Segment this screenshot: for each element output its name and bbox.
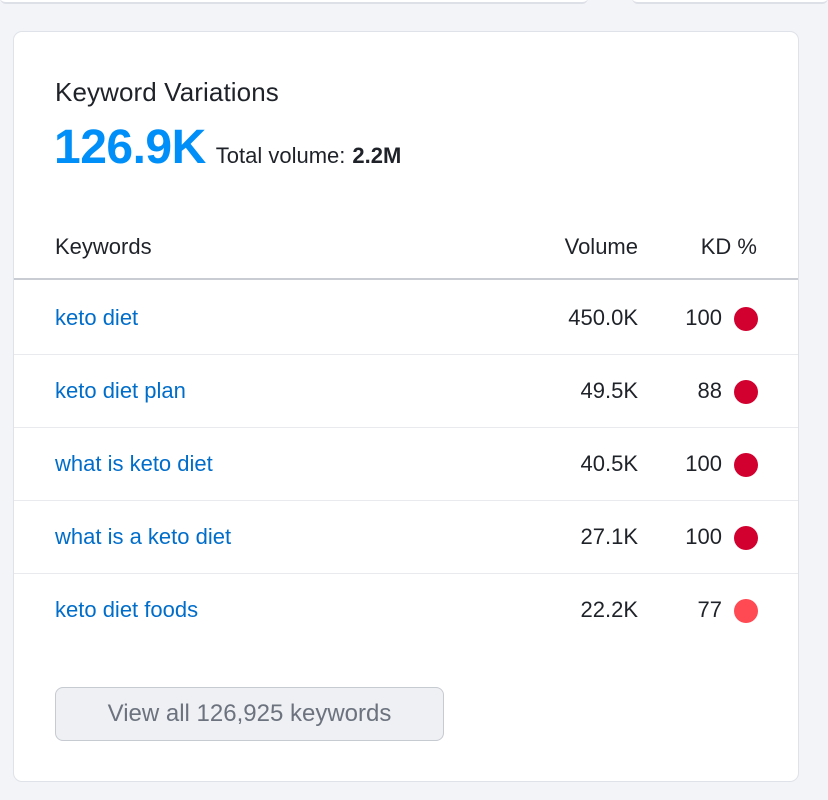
kd-value: 100	[685, 305, 722, 330]
top-card-edge-left	[0, 0, 588, 4]
table-row: keto diet foods 22.2K 77	[14, 574, 798, 647]
keyword-link[interactable]: keto diet plan	[55, 378, 186, 403]
kd-indicator-dot	[734, 599, 758, 623]
kd-value: 77	[697, 597, 722, 622]
table-header: Keywords Volume KD %	[14, 220, 798, 280]
keyword-link[interactable]: keto diet foods	[55, 597, 199, 622]
kd-value: 100	[685, 451, 722, 476]
view-all-keywords-button[interactable]: View all 126,925 keywords	[55, 687, 444, 741]
kd-indicator-dot	[734, 307, 758, 331]
kd-indicator-dot	[734, 380, 758, 404]
volume-value: 49.5K	[580, 378, 639, 403]
keyword-link[interactable]: keto diet	[55, 305, 139, 330]
column-header-kd: KD %	[700, 234, 757, 259]
keyword-variations-widget: Keyword Variations 126.9K Total volume: …	[13, 31, 799, 782]
volume-value: 450.0K	[568, 305, 638, 330]
table-row: keto diet plan 49.5K 88	[14, 355, 798, 428]
total-volume-label: Total volume:	[215, 143, 346, 168]
kd-indicator-dot	[734, 453, 758, 477]
table-row: what is a keto diet 27.1K 100	[14, 501, 798, 574]
kd-value: 100	[685, 524, 722, 549]
kd-value: 88	[697, 378, 722, 403]
table-row: what is keto diet 40.5K 100	[14, 428, 798, 501]
table-row: keto diet 450.0K 100	[14, 282, 798, 355]
total-volume-value: 2.2M	[352, 143, 402, 168]
kd-indicator-dot	[734, 526, 758, 550]
top-card-edge-right	[632, 0, 828, 4]
keyword-count: 126.9K	[54, 121, 206, 174]
column-header-volume: Volume	[564, 234, 638, 259]
volume-value: 22.2K	[580, 597, 639, 622]
summary: 126.9K Total volume: 2.2M	[54, 120, 401, 175]
widget-title: Keyword Variations	[55, 77, 279, 107]
column-header-keywords: Keywords	[55, 234, 152, 259]
keyword-link[interactable]: what is keto diet	[55, 451, 213, 476]
keyword-table-body: keto diet 450.0K 100 keto diet plan 49.5…	[14, 282, 798, 647]
volume-value: 27.1K	[580, 524, 639, 549]
keyword-link[interactable]: what is a keto diet	[55, 524, 232, 549]
volume-value: 40.5K	[580, 451, 639, 476]
